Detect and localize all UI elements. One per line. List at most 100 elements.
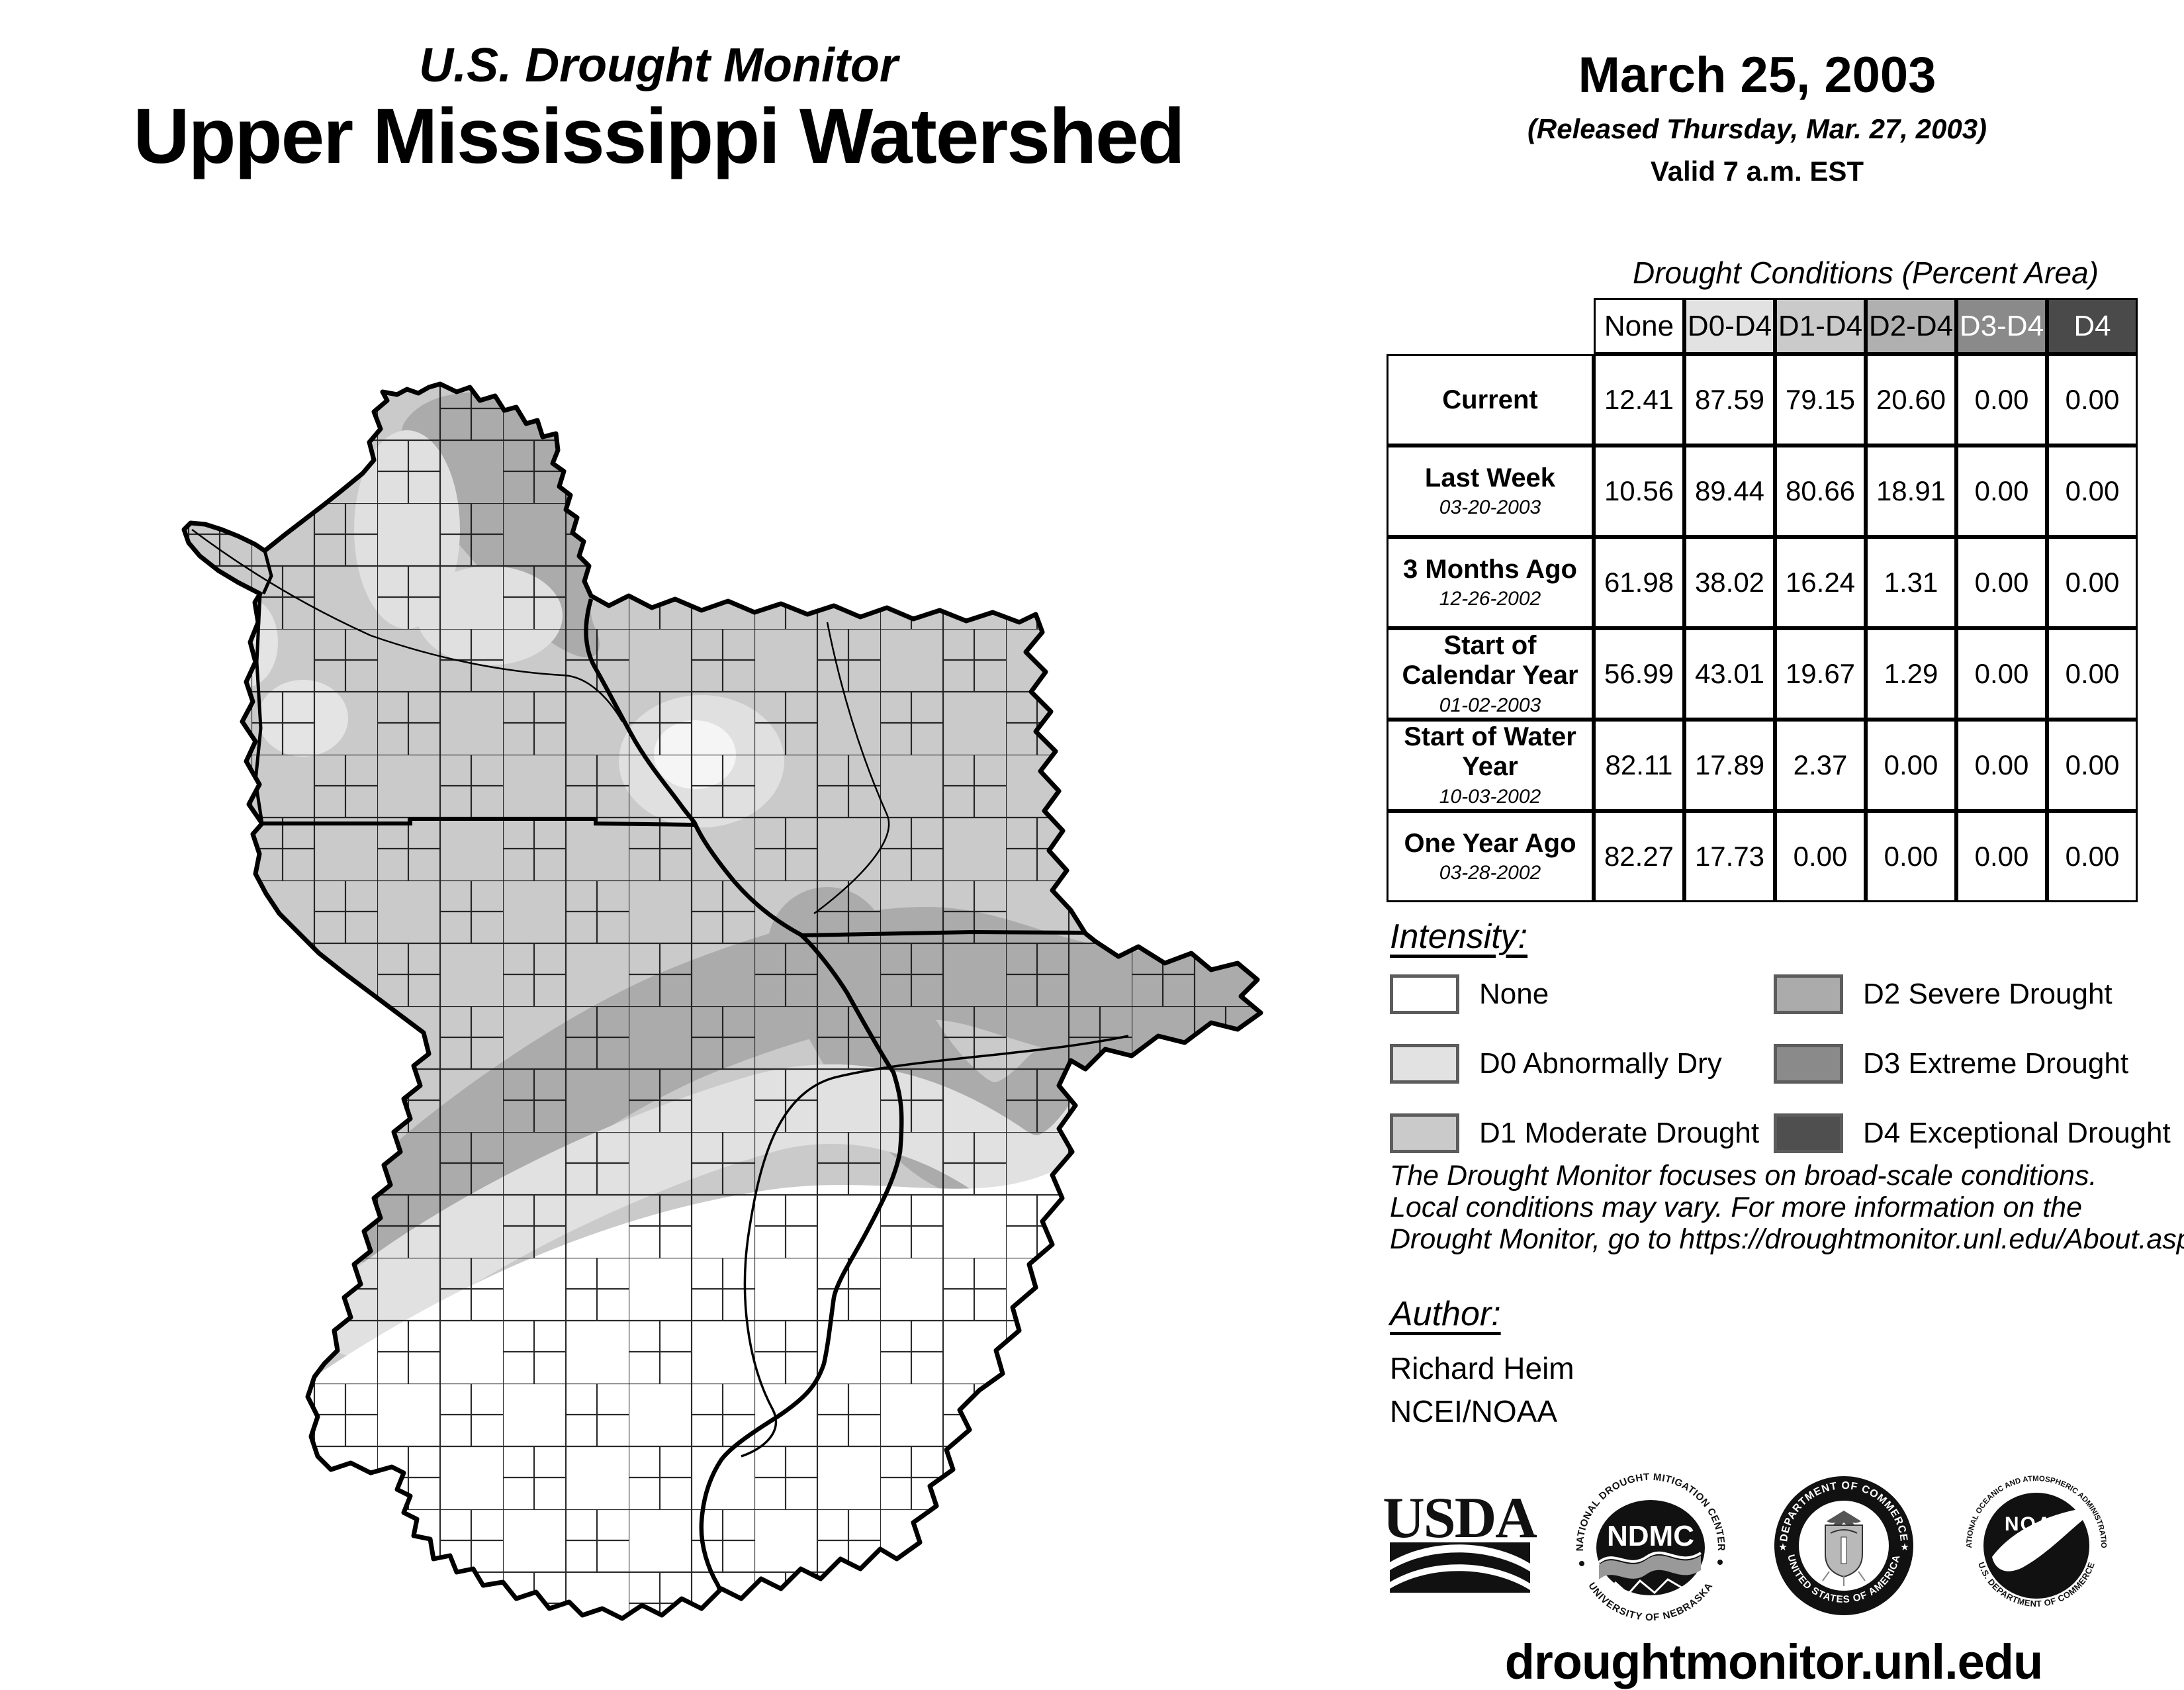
legend-item-d0: D0 Abnormally Dry: [1390, 1044, 1722, 1084]
value-cell: 1.31: [1866, 537, 1956, 628]
author-organization: NCEI/NOAA: [1390, 1394, 1558, 1429]
legend-item-d1: D1 Moderate Drought: [1390, 1113, 1759, 1153]
value-cell: 19.67: [1775, 628, 1866, 720]
value-cell: 87.59: [1684, 354, 1775, 446]
legend-item-none: None: [1390, 974, 1549, 1014]
value-cell: 20.60: [1866, 354, 1956, 446]
value-cell: 0.00: [2047, 811, 2138, 902]
row-label: Start of Calendar Year: [1402, 631, 1578, 690]
value-cell: 79.15: [1775, 354, 1866, 446]
author-heading: Author:: [1390, 1295, 1501, 1333]
report-supertitle: U.S. Drought Monitor: [419, 39, 898, 92]
legend-swatch-d3: [1774, 1044, 1843, 1084]
value-cell: 0.00: [1775, 811, 1866, 902]
value-cell: 0.00: [1956, 811, 2047, 902]
column-header-d1-d4: D1-D4: [1775, 298, 1866, 354]
column-header-d4: D4: [2047, 298, 2138, 354]
legend-swatch-d0: [1390, 1044, 1459, 1084]
value-cell: 43.01: [1684, 628, 1775, 720]
value-cell: 10.56: [1594, 446, 1684, 537]
legend-swatch-d1: [1390, 1113, 1459, 1153]
value-cell: 0.00: [2047, 537, 2138, 628]
legend-swatch-d4: [1774, 1113, 1843, 1153]
intensity-heading: Intensity:: [1390, 917, 1528, 956]
value-cell: 0.00: [1956, 720, 2047, 811]
valid-time: Valid 7 a.m. EST: [1650, 156, 1864, 187]
value-cell: 0.00: [1956, 537, 2047, 628]
value-cell: 0.00: [2047, 720, 2138, 811]
value-cell: 0.00: [1956, 354, 2047, 446]
legend-swatch-none: [1390, 974, 1459, 1014]
legend-swatch-d2: [1774, 974, 1843, 1014]
wisconsin-river-line: [813, 622, 890, 915]
map-date: March 25, 2003: [1578, 47, 1936, 103]
watershed-outline: [181, 381, 1263, 1621]
value-cell: 61.98: [1594, 537, 1684, 628]
column-header-d2-d4: D2-D4: [1866, 298, 1956, 354]
value-cell: 0.00: [1956, 628, 2047, 720]
column-header-none: None: [1594, 298, 1684, 354]
value-cell: 0.00: [2047, 446, 2138, 537]
value-cell: 17.89: [1684, 720, 1775, 811]
row-date: 10-03-2002: [1439, 785, 1541, 808]
svg-text:★: ★: [1778, 1542, 1787, 1553]
value-cell: 82.11: [1594, 720, 1684, 811]
row-label: One Year Ago: [1404, 828, 1576, 858]
row-label: 3 Months Ago: [1403, 554, 1577, 584]
table-header-row: None D0-D4 D1-D4 D2-D4 D3-D4 D4: [1387, 298, 2138, 354]
author-name: Richard Heim: [1390, 1351, 1574, 1385]
disclaimer-text: The Drought Monitor focuses on broad-sca…: [1390, 1160, 2184, 1256]
legend-item-d3: D3 Extreme Drought: [1774, 1044, 2128, 1084]
state-border-arm: [261, 550, 273, 595]
department-of-commerce-seal: DEPARTMENT OF COMMERCE UNITED STATES OF …: [1774, 1476, 1913, 1615]
value-cell: 0.00: [1956, 446, 2047, 537]
state-border-mississippi-river: [584, 598, 904, 1607]
ndmc-logo: NATIONAL DROUGHT MITIGATION CENTER NDMC …: [1574, 1472, 1727, 1623]
table-row-last-week: Last Week 03-20-2003 10.56 89.44 80.66 1…: [1387, 446, 2138, 537]
drought-conditions-table: None D0-D4 D1-D4 D2-D4 D3-D4 D4 Current …: [1387, 298, 2138, 902]
state-border-wi-il: [800, 929, 1087, 937]
value-cell: 38.02: [1684, 537, 1775, 628]
value-cell: 16.24: [1775, 537, 1866, 628]
value-cell: 18.91: [1866, 446, 1956, 537]
value-cell: 80.66: [1775, 446, 1866, 537]
value-cell: 0.00: [2047, 628, 2138, 720]
table-row-start-water-year: Start of Water Year 10-03-2002 82.11 17.…: [1387, 720, 2138, 811]
table-row-one-year-ago: One Year Ago 03-28-2002 82.27 17.73 0.00…: [1387, 811, 2138, 902]
state-border-mn-west: [253, 593, 264, 824]
row-date: 03-28-2002: [1439, 862, 1541, 884]
value-cell: 56.99: [1594, 628, 1684, 720]
value-cell: 2.37: [1775, 720, 1866, 811]
date-block: March 25, 2003 (Released Thursday, Mar. …: [1377, 46, 2138, 187]
legend-item-d4: D4 Exceptional Drought: [1774, 1113, 2171, 1153]
noaa-gull: [1992, 1509, 2089, 1572]
value-cell: 0.00: [1866, 811, 1956, 902]
table-title: Drought Conditions (Percent Area): [1633, 256, 2099, 290]
noaa-logo: NATIONAL OCEANIC AND ATMOSPHERIC ADMINIS…: [0, 0, 2107, 1609]
table-row-3-months-ago: 3 Months Ago 12-26-2002 61.98 38.02 16.2…: [1387, 537, 2138, 628]
svg-text:USDA: USDA: [1383, 1486, 1537, 1550]
row-label: Last Week: [1424, 463, 1556, 493]
droughtmonitor-url: droughtmonitor.unl.edu: [1504, 1634, 2043, 1689]
table-row-current: Current 12.41 87.59 79.15 20.60 0.00 0.0…: [1387, 354, 2138, 446]
svg-text:NDMC: NDMC: [1607, 1520, 1694, 1552]
value-cell: 82.27: [1594, 811, 1684, 902]
column-header-d3-d4: D3-D4: [1956, 298, 2047, 354]
title-block: U.S. Drought Monitor Upper Mississippi W…: [46, 39, 1271, 182]
released-date: (Released Thursday, Mar. 27, 2003): [1527, 113, 1987, 144]
row-label: Current: [1442, 385, 1538, 414]
row-date: 12-26-2002: [1439, 588, 1541, 610]
legend-item-d2: D2 Severe Drought: [1774, 974, 2113, 1014]
svg-text:★: ★: [1900, 1542, 1909, 1553]
value-cell: 17.73: [1684, 811, 1775, 902]
table-row-start-calendar-year: Start of Calendar Year 01-02-2003 56.99 …: [1387, 628, 2138, 720]
row-label: Start of Water Year: [1404, 722, 1576, 781]
value-cell: 0.00: [2047, 354, 2138, 446]
state-border-mn-ia: [262, 817, 696, 827]
value-cell: 89.44: [1684, 446, 1775, 537]
svg-text:NATIONAL OCEANIC AND ATMOSPHER: NATIONAL OCEANIC AND ATMOSPHERIC ADMINIS…: [0, 0, 2107, 1548]
minnesota-river-line: [191, 528, 623, 722]
